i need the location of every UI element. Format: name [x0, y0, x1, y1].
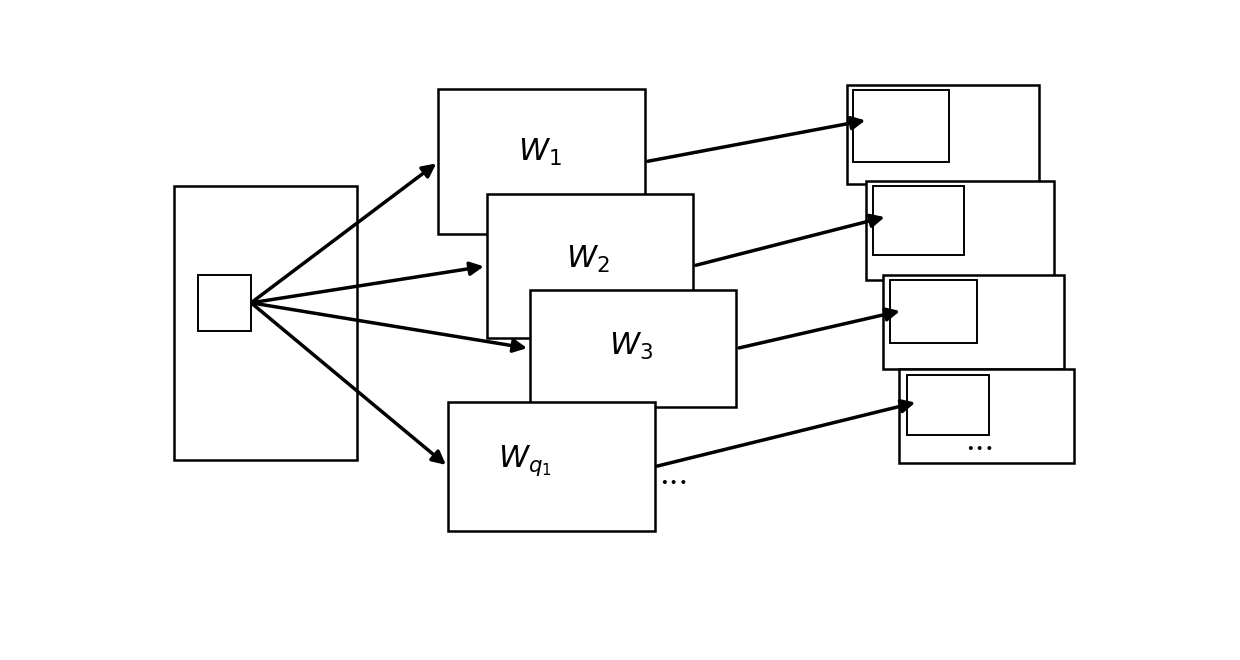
- Bar: [486, 193, 693, 339]
- Text: $\mathit{W}_3$: $\mathit{W}_3$: [609, 331, 652, 362]
- Text: $\mathit{W}_1$: $\mathit{W}_1$: [517, 137, 562, 168]
- Bar: [174, 186, 357, 461]
- Bar: [866, 181, 1054, 280]
- Bar: [899, 369, 1074, 463]
- Text: $\mathit{W}_2$: $\mathit{W}_2$: [565, 244, 609, 275]
- Bar: [448, 402, 655, 531]
- Text: ...: ...: [660, 460, 688, 491]
- Bar: [890, 280, 977, 343]
- Bar: [198, 275, 250, 331]
- Bar: [873, 186, 965, 255]
- Text: $\mathit{W}_{q_1}$: $\mathit{W}_{q_1}$: [498, 443, 552, 478]
- Text: ...: ...: [965, 426, 994, 457]
- Bar: [847, 85, 1039, 184]
- Bar: [906, 375, 990, 435]
- Bar: [439, 89, 645, 234]
- Bar: [529, 290, 737, 407]
- Bar: [883, 275, 1064, 369]
- Bar: [853, 90, 949, 162]
